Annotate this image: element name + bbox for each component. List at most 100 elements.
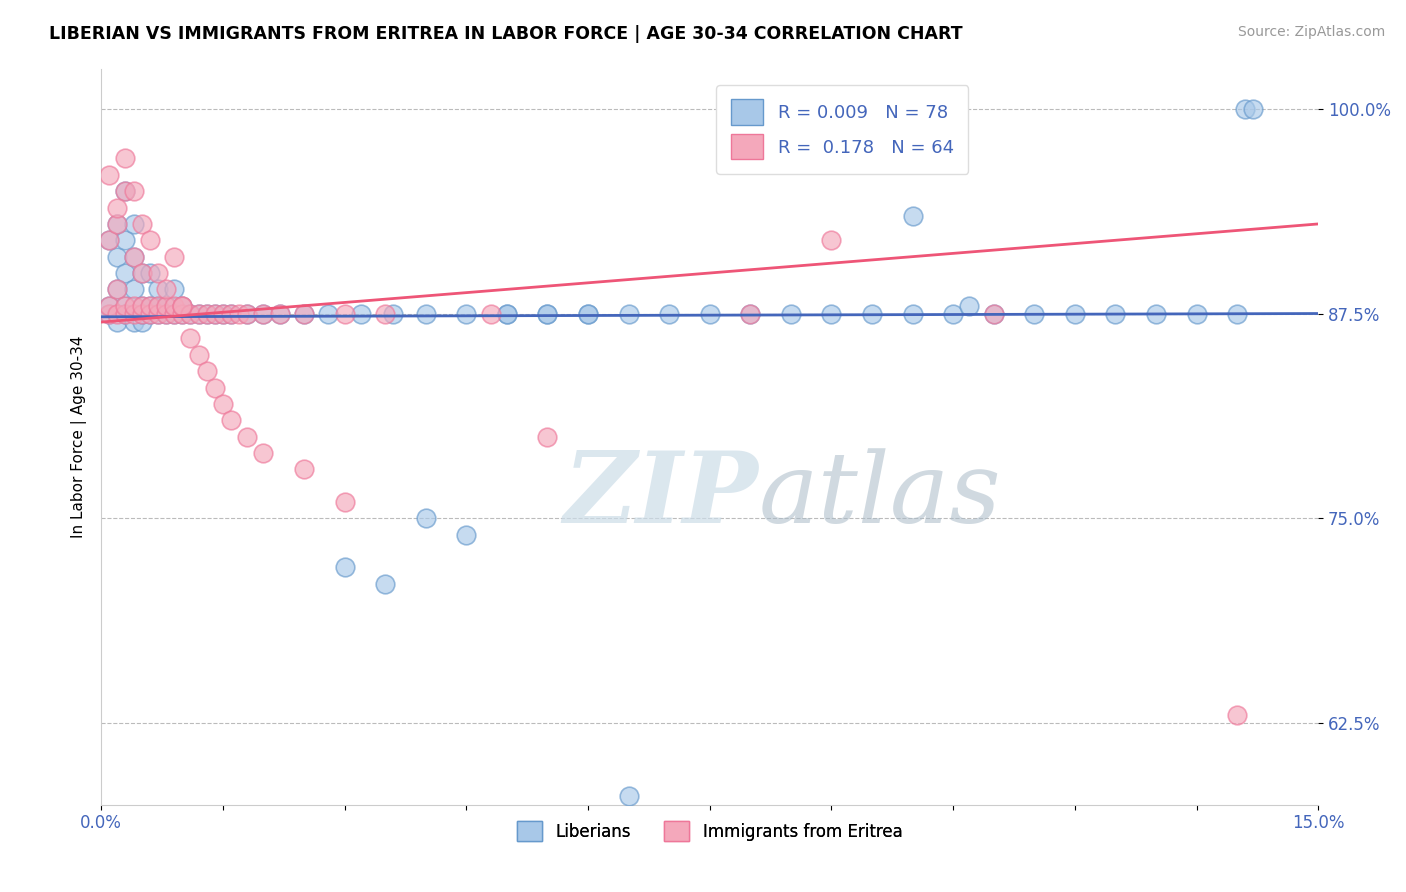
Point [114, 233, 136, 247]
Point [617, 789, 640, 804]
Point [114, 307, 136, 321]
Y-axis label: In Labor Force | Age 30-34: In Labor Force | Age 30-34 [72, 335, 87, 538]
Point [98, 307, 121, 321]
Point [576, 307, 599, 321]
Point [172, 299, 194, 313]
Point [1104, 307, 1126, 321]
Point [98, 233, 121, 247]
Point [456, 307, 478, 321]
Text: ZIP: ZIP [564, 447, 759, 544]
Point [211, 307, 233, 321]
Point [163, 307, 186, 321]
Point [820, 233, 842, 247]
Point [187, 348, 209, 362]
Point [179, 307, 201, 321]
Point [114, 299, 136, 313]
Text: Source: ZipAtlas.com: Source: ZipAtlas.com [1237, 25, 1385, 39]
Point [172, 307, 194, 321]
Point [155, 282, 177, 296]
Point [292, 462, 315, 476]
Point [114, 266, 136, 280]
Point [901, 209, 924, 223]
Point [740, 307, 762, 321]
Point [350, 307, 373, 321]
Point [219, 307, 242, 321]
Point [617, 307, 640, 321]
Point [122, 307, 145, 321]
Point [219, 307, 242, 321]
Point [163, 299, 186, 313]
Point [187, 307, 209, 321]
Point [105, 217, 128, 231]
Point [155, 307, 177, 321]
Point [163, 282, 186, 296]
Point [1063, 307, 1085, 321]
Point [495, 307, 517, 321]
Point [122, 282, 145, 296]
Point [195, 364, 218, 378]
Point [820, 307, 842, 321]
Point [122, 250, 145, 264]
Point [699, 307, 721, 321]
Point [139, 299, 162, 313]
Point [228, 307, 250, 321]
Text: LIBERIAN VS IMMIGRANTS FROM ERITREA IN LABOR FORCE | AGE 30-34 CORRELATION CHART: LIBERIAN VS IMMIGRANTS FROM ERITREA IN L… [49, 25, 963, 43]
Point [740, 307, 762, 321]
Point [1024, 307, 1046, 321]
Point [333, 307, 356, 321]
Point [122, 250, 145, 264]
Point [1234, 103, 1257, 117]
Point [333, 495, 356, 509]
Point [146, 307, 169, 321]
Point [122, 184, 145, 198]
Point [942, 307, 965, 321]
Point [269, 307, 291, 321]
Point [456, 527, 478, 541]
Point [236, 307, 259, 321]
Point [1185, 307, 1208, 321]
Point [114, 184, 136, 198]
Point [105, 250, 128, 264]
Point [131, 315, 153, 329]
Point [98, 299, 121, 313]
Point [204, 307, 226, 321]
Point [114, 299, 136, 313]
Point [415, 307, 437, 321]
Point [131, 307, 153, 321]
Point [146, 299, 169, 313]
Point [187, 307, 209, 321]
Point [983, 307, 1005, 321]
Point [658, 307, 681, 321]
Point [179, 307, 201, 321]
Point [105, 282, 128, 296]
Point [236, 307, 259, 321]
Point [155, 307, 177, 321]
Point [1226, 707, 1249, 722]
Point [139, 307, 162, 321]
Point [252, 307, 274, 321]
Point [374, 577, 396, 591]
Point [139, 299, 162, 313]
Point [1226, 307, 1249, 321]
Point [163, 250, 186, 264]
Legend: Liberians, Immigrants from Eritrea: Liberians, Immigrants from Eritrea [510, 814, 910, 848]
Point [179, 331, 201, 345]
Point [146, 307, 169, 321]
Point [146, 266, 169, 280]
Point [252, 446, 274, 460]
Point [374, 307, 396, 321]
Point [172, 299, 194, 313]
Point [860, 307, 883, 321]
Point [536, 307, 558, 321]
Point [155, 299, 177, 313]
Point [98, 299, 121, 313]
Point [901, 307, 924, 321]
Point [536, 307, 558, 321]
Point [779, 307, 801, 321]
Point [172, 307, 194, 321]
Point [236, 429, 259, 443]
Point [1241, 103, 1264, 117]
Point [131, 307, 153, 321]
Point [155, 299, 177, 313]
Point [131, 217, 153, 231]
